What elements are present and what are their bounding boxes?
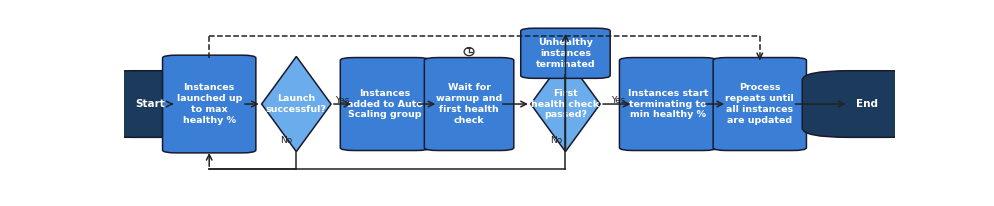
Text: Start: Start [135, 99, 165, 109]
FancyBboxPatch shape [801, 71, 930, 137]
Polygon shape [261, 56, 331, 152]
Text: End: End [855, 99, 877, 109]
Text: Launch
successful?: Launch successful? [265, 94, 326, 114]
FancyBboxPatch shape [619, 57, 716, 151]
Text: Instances start
terminating to
min healthy %: Instances start terminating to min healt… [627, 89, 708, 119]
FancyBboxPatch shape [340, 57, 429, 151]
Ellipse shape [463, 48, 473, 56]
Text: Wait for
warmup and
first health
check: Wait for warmup and first health check [435, 83, 502, 125]
Text: Unhealthy
instances
terminated: Unhealthy instances terminated [535, 38, 594, 69]
Text: Instances
added to Auto
Scaling group: Instances added to Auto Scaling group [347, 89, 422, 119]
Text: Instances
launched up
to max
healthy %: Instances launched up to max healthy % [176, 83, 242, 125]
FancyBboxPatch shape [423, 57, 513, 151]
FancyBboxPatch shape [162, 55, 255, 153]
Polygon shape [530, 56, 599, 152]
Text: Yes: Yes [611, 96, 625, 105]
FancyBboxPatch shape [520, 28, 609, 78]
FancyBboxPatch shape [85, 71, 215, 137]
Text: First
health check
passed?: First health check passed? [531, 89, 599, 119]
Text: No: No [280, 136, 292, 145]
Text: No: No [550, 136, 562, 145]
Text: Yes: Yes [334, 96, 349, 105]
Text: Process
repeats until
all instances
are updated: Process repeats until all instances are … [725, 83, 793, 125]
FancyBboxPatch shape [713, 57, 805, 151]
